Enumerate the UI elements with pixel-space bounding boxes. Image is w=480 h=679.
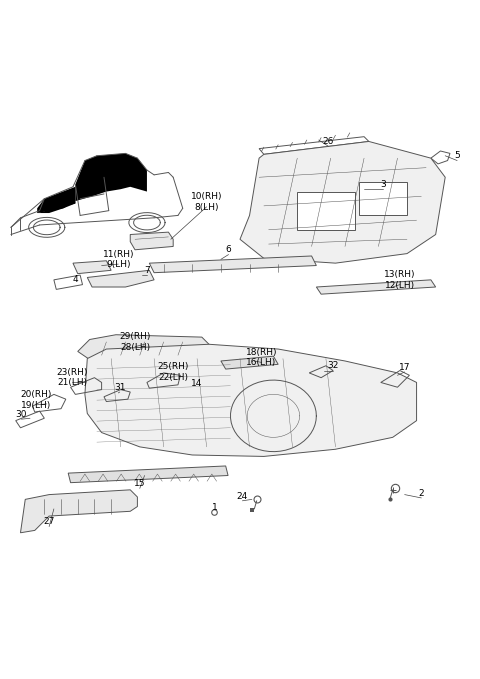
- Text: 6: 6: [226, 245, 231, 254]
- Text: 14: 14: [192, 379, 203, 388]
- Text: 31: 31: [114, 383, 125, 392]
- Polygon shape: [73, 261, 111, 274]
- Text: 23(RH)
21(LH): 23(RH) 21(LH): [56, 368, 88, 388]
- Polygon shape: [130, 232, 173, 250]
- Polygon shape: [37, 153, 147, 213]
- Text: 29(RH)
28(LH): 29(RH) 28(LH): [120, 332, 151, 352]
- Text: 24: 24: [237, 492, 248, 500]
- Text: 10(RH)
8(LH): 10(RH) 8(LH): [191, 192, 222, 212]
- Text: 5: 5: [454, 151, 460, 160]
- Polygon shape: [87, 270, 154, 287]
- Polygon shape: [240, 141, 445, 263]
- Polygon shape: [78, 335, 209, 360]
- Text: 13(RH)
12(LH): 13(RH) 12(LH): [384, 270, 416, 289]
- Polygon shape: [85, 344, 417, 456]
- Polygon shape: [149, 256, 316, 273]
- Polygon shape: [221, 356, 278, 369]
- Polygon shape: [37, 187, 75, 213]
- Text: 15: 15: [134, 479, 145, 488]
- Text: 4: 4: [72, 276, 78, 285]
- Text: 2: 2: [419, 489, 424, 498]
- Text: 32: 32: [327, 361, 339, 370]
- FancyBboxPatch shape: [360, 182, 407, 215]
- Polygon shape: [68, 466, 228, 483]
- Polygon shape: [316, 280, 436, 294]
- Text: 18(RH)
16(LH): 18(RH) 16(LH): [246, 348, 277, 367]
- Text: 7: 7: [144, 265, 150, 275]
- Text: 3: 3: [380, 180, 386, 189]
- Text: 26: 26: [323, 137, 334, 146]
- Text: 27: 27: [43, 517, 55, 526]
- Text: 11(RH)
9(LH): 11(RH) 9(LH): [103, 250, 134, 269]
- Polygon shape: [21, 490, 137, 533]
- Text: 1: 1: [212, 503, 218, 512]
- Text: 20(RH)
19(LH): 20(RH) 19(LH): [20, 390, 51, 410]
- Text: 30: 30: [16, 410, 27, 419]
- Text: 17: 17: [399, 363, 410, 371]
- Text: 25(RH)
22(LH): 25(RH) 22(LH): [157, 363, 189, 382]
- FancyBboxPatch shape: [297, 191, 355, 230]
